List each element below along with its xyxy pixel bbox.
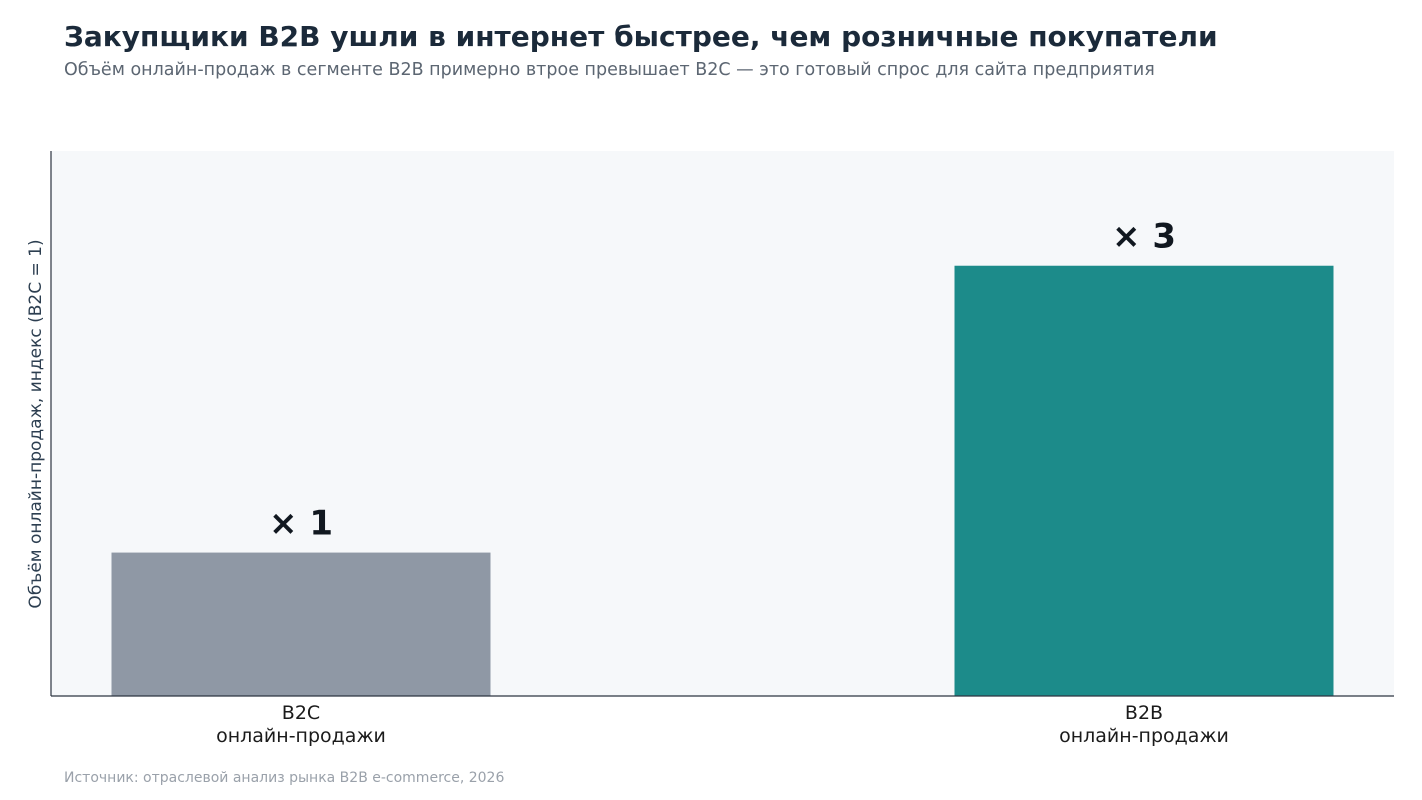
y-axis-label: Объём онлайн-продаж, индекс (B2C = 1)	[26, 239, 46, 608]
x-tick-label-b2c: B2C онлайн-продажи	[216, 702, 386, 747]
value-label-b2c: × 1	[269, 504, 333, 544]
chart-title: Закупщики B2B ушли в интернет быстрее, ч…	[64, 20, 1218, 53]
value-label-b2b: × 3	[1112, 217, 1176, 257]
bar-b2b	[954, 265, 1334, 696]
source-note: Источник: отраслевой анализ рынка B2B e-…	[64, 770, 505, 786]
chart-subtitle: Объём онлайн-продаж в сегменте B2B приме…	[64, 60, 1155, 80]
bars-group	[111, 265, 1334, 696]
x-tick-labels-group: B2C онлайн-продажи B2B онлайн-продажи	[216, 702, 1229, 747]
bar-b2c	[111, 552, 491, 696]
value-labels-group: × 1 × 3	[269, 217, 1176, 544]
x-tick-label-b2b: B2B онлайн-продажи	[1059, 702, 1229, 747]
